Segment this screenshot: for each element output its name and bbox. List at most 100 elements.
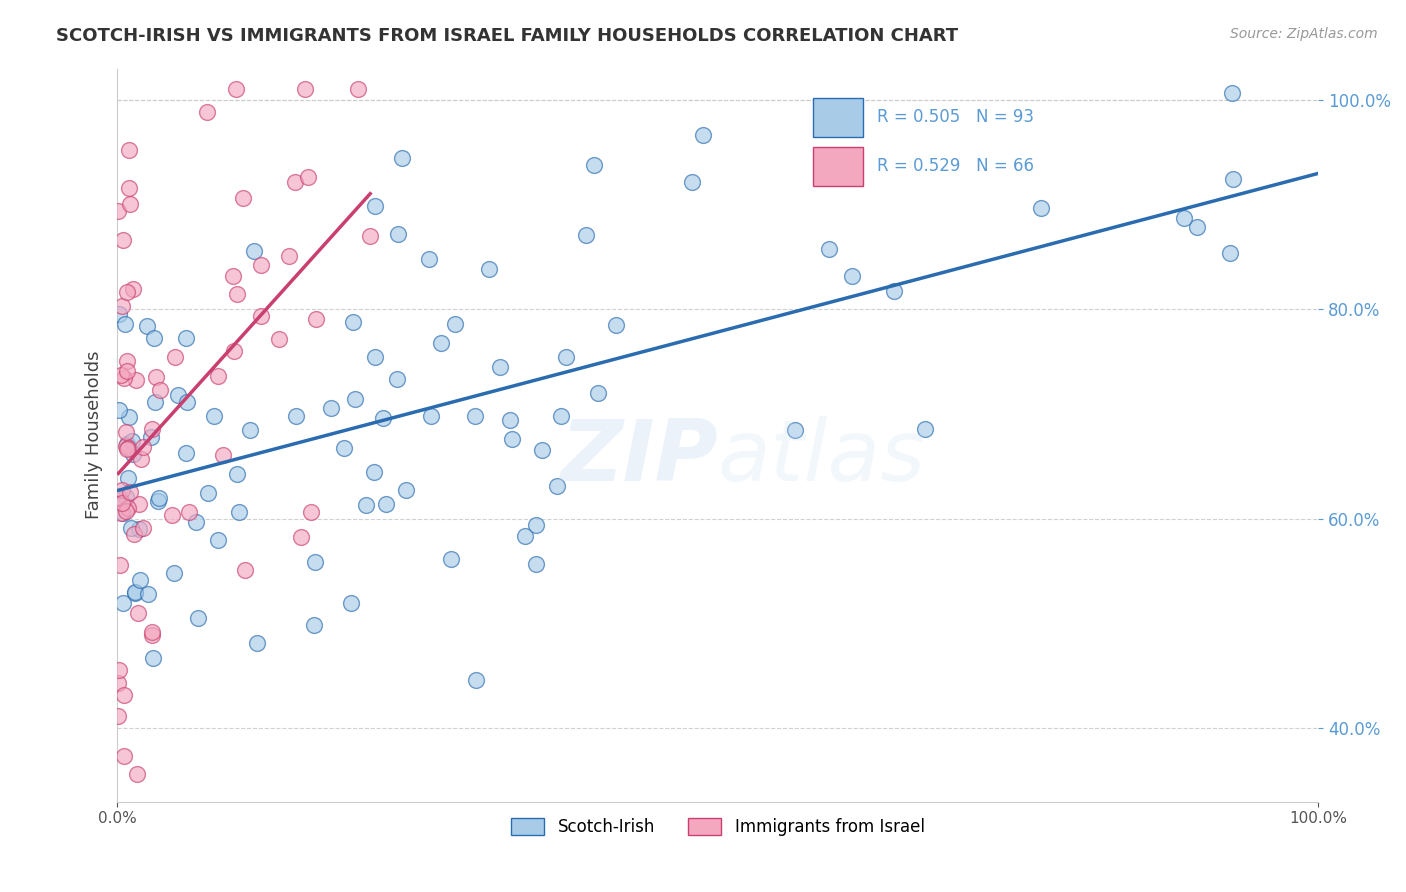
Point bbox=[136, 318, 159, 333]
Point bbox=[124, 585, 146, 599]
Point bbox=[197, 486, 219, 500]
Point bbox=[112, 748, 135, 763]
Point bbox=[340, 596, 363, 610]
Point bbox=[233, 563, 256, 577]
Point bbox=[128, 573, 150, 587]
Point bbox=[176, 331, 198, 345]
Point bbox=[110, 506, 132, 520]
Point bbox=[391, 151, 413, 165]
Point bbox=[141, 628, 163, 642]
Point bbox=[112, 688, 135, 702]
Point bbox=[363, 465, 385, 479]
Point bbox=[163, 351, 186, 365]
Point bbox=[550, 409, 572, 424]
Point bbox=[914, 422, 936, 436]
Point bbox=[177, 505, 200, 519]
Point bbox=[681, 175, 703, 189]
Point bbox=[115, 354, 138, 368]
Point bbox=[304, 555, 326, 569]
Point bbox=[163, 566, 186, 580]
Point bbox=[243, 244, 266, 258]
Point bbox=[222, 269, 245, 284]
Point bbox=[267, 332, 290, 346]
Point bbox=[132, 521, 155, 535]
Point bbox=[524, 557, 547, 571]
Point bbox=[115, 364, 138, 378]
Point bbox=[818, 242, 841, 256]
Point bbox=[117, 500, 139, 515]
Point bbox=[444, 317, 467, 331]
Point bbox=[142, 651, 165, 665]
Point bbox=[364, 350, 387, 364]
Point bbox=[222, 344, 245, 359]
Point bbox=[115, 442, 138, 457]
Point bbox=[111, 483, 134, 498]
Point bbox=[783, 423, 806, 437]
Point bbox=[225, 82, 247, 96]
Point bbox=[111, 496, 134, 510]
Point bbox=[226, 467, 249, 482]
Point bbox=[107, 675, 129, 690]
Point bbox=[118, 143, 141, 157]
Point bbox=[186, 516, 208, 530]
Point bbox=[321, 401, 343, 415]
Point bbox=[1222, 172, 1244, 186]
Point bbox=[160, 508, 183, 523]
Point bbox=[108, 491, 131, 505]
Point bbox=[250, 309, 273, 323]
Point bbox=[141, 422, 163, 436]
Point bbox=[501, 432, 523, 446]
Y-axis label: Family Households: Family Households bbox=[86, 351, 103, 519]
Point bbox=[115, 490, 138, 504]
Point bbox=[692, 128, 714, 142]
Point bbox=[115, 437, 138, 451]
Point bbox=[202, 409, 225, 423]
Point bbox=[546, 479, 568, 493]
Point bbox=[141, 430, 163, 444]
Point bbox=[127, 766, 149, 780]
Point bbox=[332, 441, 354, 455]
Text: SCOTCH-IRISH VS IMMIGRANTS FROM ISRAEL FAMILY HOUSEHOLDS CORRELATION CHART: SCOTCH-IRISH VS IMMIGRANTS FROM ISRAEL F… bbox=[56, 27, 959, 45]
Point bbox=[346, 82, 368, 96]
Point bbox=[143, 394, 166, 409]
Point bbox=[841, 269, 863, 284]
Point bbox=[586, 385, 609, 400]
Point bbox=[149, 383, 172, 397]
Point bbox=[228, 505, 250, 519]
Point bbox=[111, 596, 134, 610]
Point bbox=[207, 368, 229, 383]
Point bbox=[605, 318, 627, 333]
Point bbox=[131, 440, 153, 454]
Point bbox=[387, 227, 409, 241]
Point bbox=[284, 175, 307, 189]
Point bbox=[128, 523, 150, 537]
Point bbox=[141, 624, 163, 639]
Legend: Scotch-Irish, Immigrants from Israel: Scotch-Irish, Immigrants from Israel bbox=[502, 810, 934, 845]
Point bbox=[356, 499, 378, 513]
Point bbox=[531, 443, 554, 458]
Point bbox=[128, 497, 150, 511]
Point bbox=[225, 287, 247, 301]
Point bbox=[1029, 202, 1052, 216]
Point bbox=[499, 413, 522, 427]
Point bbox=[117, 471, 139, 485]
Point bbox=[108, 664, 131, 678]
Point bbox=[122, 282, 145, 296]
Point bbox=[110, 558, 132, 573]
Point bbox=[1173, 211, 1195, 225]
Point bbox=[420, 409, 443, 424]
Point bbox=[207, 533, 229, 547]
Point bbox=[1219, 245, 1241, 260]
Point bbox=[464, 409, 486, 424]
Point bbox=[121, 434, 143, 449]
Point bbox=[114, 439, 136, 453]
Point bbox=[148, 491, 170, 506]
Point bbox=[122, 526, 145, 541]
Point bbox=[107, 203, 129, 218]
Point bbox=[111, 233, 134, 247]
Point bbox=[114, 317, 136, 331]
Point bbox=[117, 441, 139, 455]
Point bbox=[167, 388, 190, 402]
Point bbox=[145, 370, 167, 384]
Point bbox=[278, 249, 301, 263]
